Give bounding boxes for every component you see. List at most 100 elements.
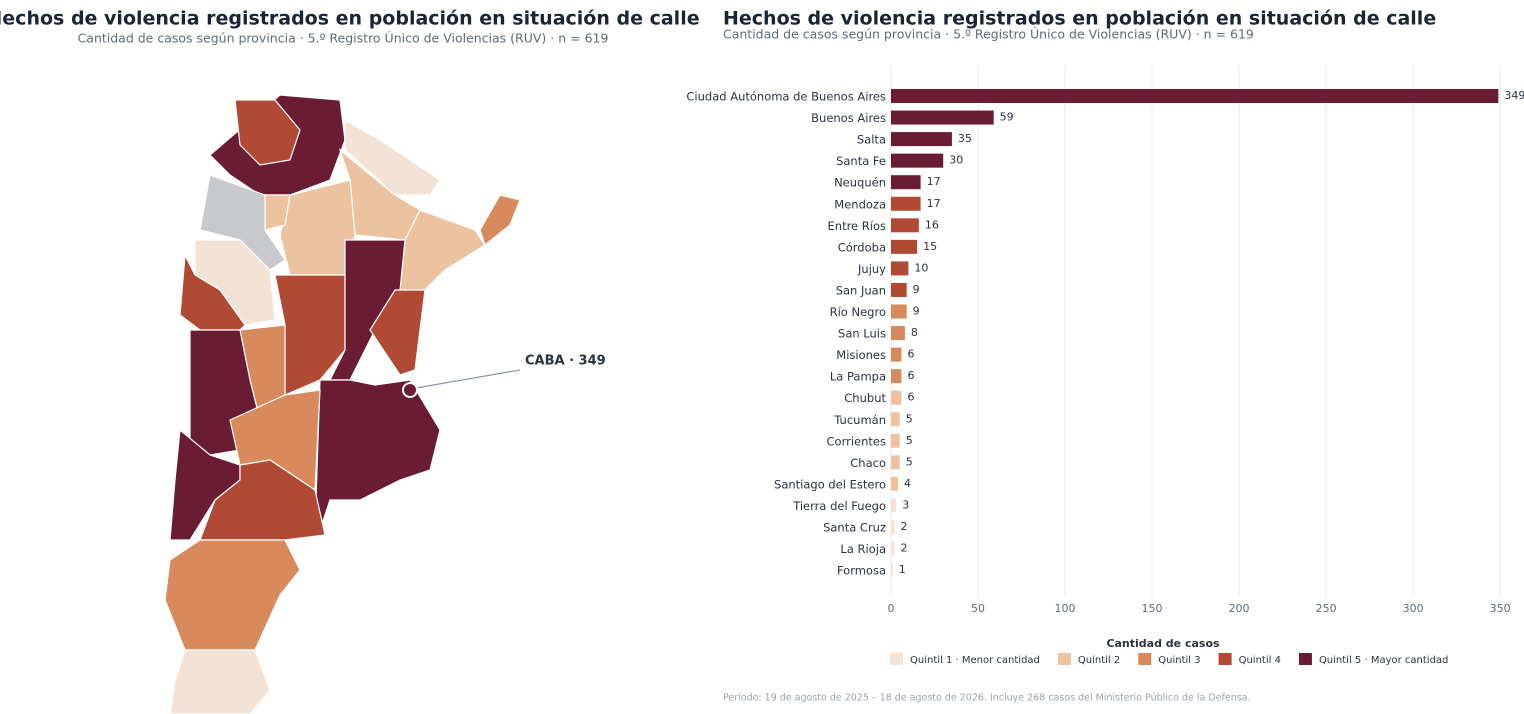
value-label: 349 <box>1504 89 1524 102</box>
bar <box>891 239 918 254</box>
bar <box>891 326 905 341</box>
bar <box>891 175 921 190</box>
map-subtitle: Cantidad de casos según provincia · 5.º … <box>78 31 609 46</box>
value-label: 6 <box>907 391 914 404</box>
legend-swatch <box>1218 653 1232 665</box>
legend-swatch <box>1057 653 1071 665</box>
map-title: Hechos de violencia registrados en pobla… <box>0 8 700 30</box>
value-label: 10 <box>914 261 928 274</box>
legend-label: Quintil 2 <box>1078 655 1120 666</box>
bar <box>891 218 919 233</box>
province <box>314 379 441 531</box>
value-label: 59 <box>1000 111 1014 124</box>
bar <box>891 412 900 427</box>
bar <box>891 369 902 384</box>
bar <box>891 110 994 125</box>
value-label: 17 <box>927 197 941 210</box>
province <box>199 174 286 271</box>
legend-swatch <box>1138 653 1152 665</box>
province <box>279 179 356 276</box>
bar <box>891 261 909 276</box>
legend-title: Cantidad de casos <box>1106 637 1220 650</box>
y-tick-label: La Rioja <box>840 542 886 556</box>
legend-swatch <box>1298 653 1312 665</box>
province <box>344 118 441 196</box>
y-tick-label: Neuquén <box>834 176 886 190</box>
bar <box>891 282 907 297</box>
x-tick-label: 250 <box>1316 602 1337 615</box>
y-tick-label: Buenos Aires <box>811 111 886 125</box>
x-tick-label: 50 <box>971 602 985 615</box>
map-annotation: CABA · 349 <box>525 354 606 369</box>
x-tick-label: 150 <box>1142 602 1163 615</box>
y-tick-label: Chubut <box>844 391 886 405</box>
legend-label: Quintil 1 · Menor cantidad <box>910 655 1040 666</box>
y-tick-label: Córdoba <box>838 240 886 254</box>
value-label: 1 <box>899 563 906 576</box>
y-tick-label: Río Negro <box>830 305 886 319</box>
y-tick-label: Tucumán <box>833 413 886 427</box>
value-label: 9 <box>913 305 920 318</box>
x-tick-label: 350 <box>1490 602 1511 615</box>
value-label: 6 <box>907 369 914 382</box>
y-tick-label: Santiago del Estero <box>774 477 886 491</box>
y-tick-label: Chaco <box>850 456 886 470</box>
bar <box>891 455 900 470</box>
x-tick-label: 0 <box>888 602 895 615</box>
footnote: Período: 19 de agosto de 2025 – 18 de ag… <box>723 693 1251 704</box>
y-tick-label: Santa Fe <box>836 154 886 168</box>
map-panel: Hechos de violencia registrados en pobla… <box>0 8 700 714</box>
chart-subtitle: Cantidad de casos según provincia · 5.º … <box>723 27 1254 42</box>
province <box>234 99 301 166</box>
province <box>169 649 271 714</box>
bar <box>891 89 1499 103</box>
y-tick-label: San Juan <box>836 283 886 297</box>
value-label: 5 <box>906 434 913 447</box>
legend-label: Quintil 3 <box>1158 655 1200 666</box>
province <box>399 209 486 301</box>
bar <box>891 132 952 147</box>
bar <box>891 541 895 556</box>
callout-line <box>415 369 521 389</box>
legend-swatch <box>890 653 903 665</box>
province <box>479 194 521 247</box>
value-label: 5 <box>906 412 913 425</box>
value-label: 2 <box>900 520 907 533</box>
bar <box>891 433 900 448</box>
value-label: 30 <box>949 154 963 167</box>
caba-marker <box>402 382 418 398</box>
y-tick-label: Misiones <box>836 348 886 362</box>
value-label: 2 <box>900 542 907 555</box>
bar <box>891 304 907 319</box>
bar <box>891 498 897 513</box>
y-tick-label: La Pampa <box>830 370 886 384</box>
bar <box>891 476 898 491</box>
y-tick-label: Mendoza <box>834 197 886 211</box>
value-label: 15 <box>923 240 937 253</box>
bar <box>891 563 893 578</box>
value-label: 9 <box>913 283 920 296</box>
x-tick-label: 200 <box>1229 602 1250 615</box>
x-tick-label: 300 <box>1403 602 1424 615</box>
y-tick-label: Formosa <box>837 564 886 578</box>
y-tick-label: Corrientes <box>827 434 886 448</box>
value-label: 17 <box>927 175 941 188</box>
y-tick-label: San Luis <box>838 327 886 341</box>
value-label: 16 <box>925 218 939 231</box>
bar <box>891 390 902 405</box>
y-tick-label: Salta <box>857 133 886 147</box>
value-label: 6 <box>907 348 914 361</box>
bar <box>891 196 921 211</box>
value-label: 4 <box>904 477 911 490</box>
province <box>369 289 426 376</box>
chart-title: Hechos de violencia registrados en pobla… <box>723 8 1436 30</box>
value-label: 3 <box>902 498 909 511</box>
value-label: 8 <box>911 326 918 339</box>
bar <box>891 153 944 168</box>
province <box>164 539 301 651</box>
bar-panel: Hechos de violencia registrados en pobla… <box>686 8 1524 704</box>
bar <box>891 520 895 534</box>
legend-label: Quintil 4 <box>1239 655 1281 666</box>
map: CABA · 349 <box>164 94 606 714</box>
